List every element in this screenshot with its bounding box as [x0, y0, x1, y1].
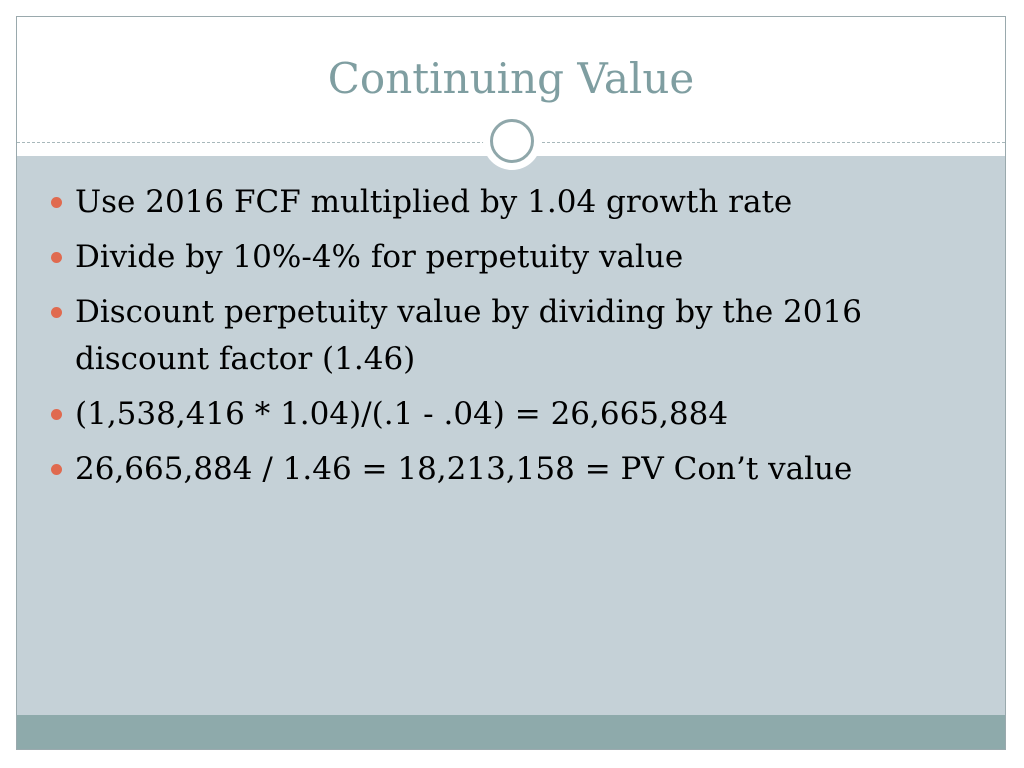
footer-bar: [17, 715, 1005, 749]
bullet-item: 26,665,884 / 1.46 = 18,213,158 = PV Con’…: [17, 446, 1005, 493]
ornament-ring: [490, 119, 534, 163]
bullet-dot-icon: [51, 307, 62, 318]
bullet-text: 26,665,884 / 1.46 = 18,213,158 = PV Con’…: [75, 451, 853, 487]
bullet-text: Discount perpetuity value by dividing by…: [75, 294, 862, 377]
bullet-item: Use 2016 FCF multiplied by 1.04 growth r…: [17, 179, 1005, 226]
bullet-text: Use 2016 FCF multiplied by 1.04 growth r…: [75, 184, 793, 220]
bullet-item: (1,538,416 * 1.04)/(.1 - .04) = 26,665,8…: [17, 391, 1005, 438]
bullet-dot-icon: [51, 409, 62, 420]
bullet-dot-icon: [51, 252, 62, 263]
bullet-item: Divide by 10%-4% for perpetuity value: [17, 234, 1005, 281]
bullet-text: Divide by 10%-4% for perpetuity value: [75, 239, 684, 275]
bullet-dot-icon: [51, 464, 62, 475]
slide-title: Continuing Value: [327, 54, 695, 103]
bullet-list: Use 2016 FCF multiplied by 1.04 growth r…: [17, 179, 1005, 501]
bullet-item: Discount perpetuity value by dividing by…: [17, 289, 1005, 383]
content-area: [17, 156, 1005, 715]
bullet-text: (1,538,416 * 1.04)/(.1 - .04) = 26,665,8…: [75, 396, 729, 432]
circle-ring-icon: [483, 112, 541, 170]
slide: Continuing Value Use 2016 FCF multiplied…: [16, 16, 1006, 750]
bullet-dot-icon: [51, 197, 62, 208]
